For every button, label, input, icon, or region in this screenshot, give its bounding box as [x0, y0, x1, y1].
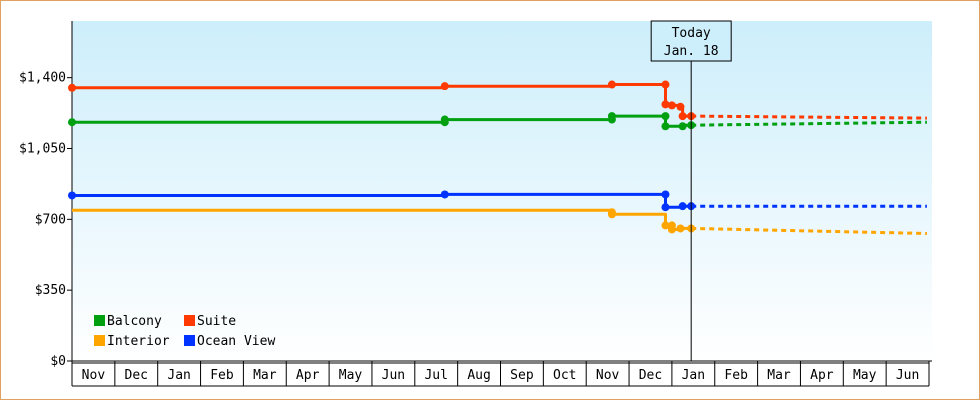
- data-point-suite: [440, 82, 449, 91]
- data-point-suite: [676, 102, 685, 111]
- legend-swatch-interior: [94, 335, 105, 346]
- plot-background: [72, 21, 932, 361]
- today-box: [650, 20, 732, 62]
- today-label: Today: [672, 26, 711, 41]
- data-point-balcony: [661, 122, 670, 131]
- y-tick-label: $700: [35, 212, 66, 227]
- data-point-suite: [607, 80, 616, 89]
- y-tick-label: $0: [50, 354, 66, 369]
- data-point-interior: [667, 225, 676, 234]
- x-tick-label: Aug: [467, 368, 490, 383]
- legend-label-suite: Suite: [197, 314, 236, 329]
- x-tick-label: Jun: [382, 368, 405, 383]
- x-tick-label: Jul: [424, 368, 447, 383]
- data-point-interior: [607, 210, 616, 219]
- today-date: Jan. 18: [664, 44, 719, 59]
- legend-label-interior: Interior: [107, 334, 170, 349]
- x-tick-label: Feb: [210, 368, 234, 383]
- data-point-suite: [678, 112, 687, 121]
- x-tick-label: Mar: [253, 368, 277, 383]
- y-tick-label: $350: [35, 283, 66, 298]
- x-tick-label: Jun: [896, 368, 919, 383]
- legend-swatch-balcony: [94, 315, 105, 326]
- x-tick-label: Mar: [767, 368, 791, 383]
- legend-label-balcony: Balcony: [107, 314, 162, 329]
- x-tick-label: Apr: [296, 368, 320, 383]
- x-tick-label: Dec: [639, 368, 662, 383]
- x-tick-label: Apr: [810, 368, 834, 383]
- series-projection-balcony: [691, 120, 927, 127]
- legend-swatch-ocean-view: [184, 335, 195, 346]
- x-tick-label: Nov: [596, 368, 620, 383]
- x-tick-label: Dec: [125, 368, 148, 383]
- legend-swatch-suite: [184, 315, 195, 326]
- data-point-suite: [661, 80, 670, 89]
- x-tick-label: Nov: [82, 368, 106, 383]
- data-point-balcony: [68, 118, 76, 127]
- data-point-ocean-view: [661, 203, 670, 212]
- data-point-balcony: [678, 122, 687, 131]
- x-tick-label: Sep: [510, 368, 534, 383]
- x-tick-label: May: [339, 368, 363, 383]
- data-point-balcony: [607, 112, 616, 121]
- x-tick-label: Jan: [682, 368, 705, 383]
- data-point-balcony: [440, 115, 449, 124]
- data-point-suite: [661, 100, 670, 109]
- data-point-balcony: [661, 112, 670, 121]
- y-tick-label: $1,050: [19, 142, 66, 157]
- x-tick-label: Oct: [553, 368, 576, 383]
- data-point-suite: [667, 101, 676, 110]
- data-point-ocean-view: [68, 191, 76, 200]
- x-tick-label: Feb: [724, 368, 748, 383]
- data-point-interior: [661, 221, 670, 230]
- x-tick-label: Jan: [167, 368, 190, 383]
- data-point-ocean-view: [440, 190, 449, 199]
- y-tick-label: $1,400: [19, 71, 66, 86]
- legend-label-ocean-view: Ocean View: [197, 334, 275, 349]
- data-point-ocean-view: [678, 202, 687, 211]
- x-tick-label: May: [853, 368, 877, 383]
- series-projection-interior: [691, 226, 927, 235]
- series-projection-suite: [691, 114, 927, 120]
- data-point-suite: [68, 83, 76, 92]
- data-point-interior: [676, 224, 685, 233]
- data-point-ocean-view: [661, 190, 670, 199]
